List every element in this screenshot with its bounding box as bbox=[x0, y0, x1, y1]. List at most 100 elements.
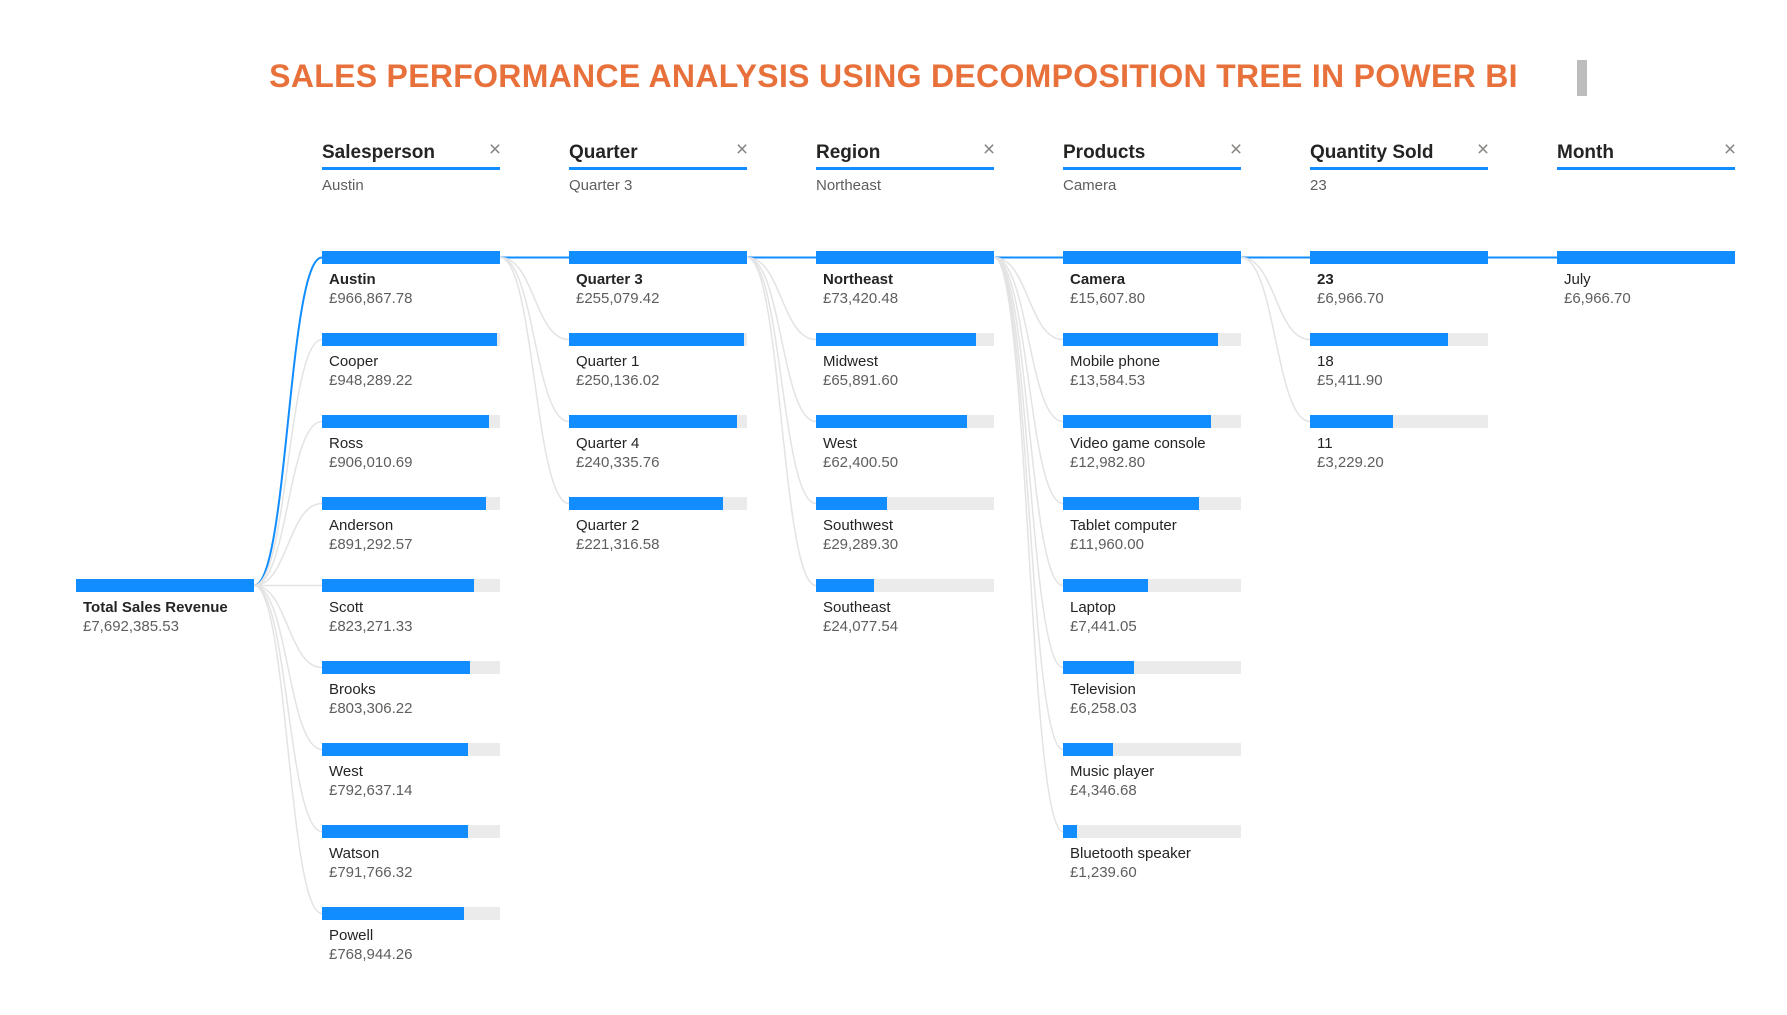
node-label: West bbox=[823, 435, 857, 452]
bar-track bbox=[1310, 251, 1488, 264]
bar-fill bbox=[322, 579, 474, 592]
node-salesperson-cooper[interactable]: Cooper £948,289.22 bbox=[322, 333, 500, 390]
node-label: West bbox=[329, 763, 363, 780]
bar-track bbox=[322, 661, 500, 674]
bar-track bbox=[76, 579, 254, 592]
bar-fill bbox=[322, 907, 464, 920]
node-products-tablet-computer[interactable]: Tablet computer £11,960.00 bbox=[1063, 497, 1241, 554]
bar-track bbox=[1557, 251, 1735, 264]
node-label: Brooks bbox=[329, 681, 376, 698]
node-salesperson-brooks[interactable]: Brooks £803,306.22 bbox=[322, 661, 500, 718]
node-label: Quarter 1 bbox=[576, 353, 640, 370]
node-region-southwest[interactable]: Southwest £29,289.30 bbox=[816, 497, 994, 554]
connector bbox=[499, 256, 570, 505]
bar-track bbox=[569, 251, 747, 264]
node-products-laptop[interactable]: Laptop £7,441.05 bbox=[1063, 579, 1241, 636]
node-value: £73,420.48 bbox=[823, 290, 899, 307]
bar-fill bbox=[569, 497, 724, 510]
bar-fill bbox=[569, 333, 744, 346]
node-label: Ross bbox=[329, 435, 364, 452]
bar-track bbox=[1310, 415, 1488, 428]
level-header-underline bbox=[816, 167, 994, 170]
level-header-title: Region bbox=[816, 142, 881, 163]
node-salesperson-west[interactable]: West £792,637.14 bbox=[322, 743, 500, 800]
node-label: Anderson bbox=[329, 517, 394, 534]
connector bbox=[746, 256, 817, 505]
connector bbox=[993, 256, 1064, 751]
node-value: £803,306.22 bbox=[329, 700, 413, 717]
node-label: Midwest bbox=[823, 353, 879, 370]
node-products-video-game-console[interactable]: Video game console £12,982.80 bbox=[1063, 415, 1241, 472]
node-quarter-quarter-3[interactable]: Quarter 3 £255,079.42 bbox=[569, 251, 747, 308]
node-region-midwest[interactable]: Midwest £65,891.60 bbox=[816, 333, 994, 390]
bar-fill bbox=[1310, 251, 1488, 264]
node-region-northeast[interactable]: Northeast £73,420.48 bbox=[816, 251, 994, 308]
close-icon[interactable]: × bbox=[1476, 138, 1490, 161]
node-products-bluetooth-speaker[interactable]: Bluetooth speaker £1,239.60 bbox=[1063, 825, 1241, 882]
bar-fill bbox=[1063, 825, 1078, 838]
node-label: Laptop bbox=[1070, 599, 1116, 616]
bar-track bbox=[816, 579, 994, 592]
bar-track bbox=[322, 497, 500, 510]
bar-track bbox=[322, 825, 500, 838]
close-icon[interactable]: × bbox=[982, 138, 996, 161]
node-salesperson-ross[interactable]: Ross £906,010.69 bbox=[322, 415, 500, 472]
node-products-mobile-phone[interactable]: Mobile phone £13,584.53 bbox=[1063, 333, 1241, 390]
level-header-underline bbox=[1557, 167, 1735, 170]
node-products-camera[interactable]: Camera £15,607.80 bbox=[1063, 251, 1241, 308]
active-connector bbox=[253, 256, 323, 587]
bar-fill bbox=[816, 497, 887, 510]
node-region-southeast[interactable]: Southeast £24,077.54 bbox=[816, 579, 994, 636]
bar-fill bbox=[1063, 497, 1200, 510]
node-value: £791,766.32 bbox=[329, 864, 413, 881]
node-salesperson-watson[interactable]: Watson £791,766.32 bbox=[322, 825, 500, 882]
bar-track bbox=[322, 579, 500, 592]
bar-track bbox=[569, 415, 747, 428]
node-value: £13,584.53 bbox=[1070, 372, 1146, 389]
level-header-title: Products bbox=[1063, 142, 1146, 163]
close-icon[interactable]: × bbox=[735, 138, 749, 161]
close-icon[interactable]: × bbox=[1723, 138, 1737, 161]
level-header-underline bbox=[569, 167, 747, 170]
level-selected-value: Camera bbox=[1063, 177, 1117, 194]
bar-fill bbox=[1063, 661, 1135, 674]
close-icon[interactable]: × bbox=[1229, 138, 1243, 161]
node-label: Mobile phone bbox=[1070, 353, 1161, 370]
node-quantity-sold-11[interactable]: 11 £3,229.20 bbox=[1310, 415, 1488, 472]
node-value: £12,982.80 bbox=[1070, 454, 1146, 471]
node-value: £221,316.58 bbox=[576, 536, 660, 553]
bar-fill bbox=[816, 251, 994, 264]
node-quantity-sold-18[interactable]: 18 £5,411.90 bbox=[1310, 333, 1488, 390]
node-value: £1,239.60 bbox=[1070, 864, 1137, 881]
node-month-july[interactable]: July £6,966.70 bbox=[1557, 251, 1735, 308]
node-label: 18 bbox=[1317, 353, 1334, 370]
node-salesperson-scott[interactable]: Scott £823,271.33 bbox=[322, 579, 500, 636]
node-label: Quarter 2 bbox=[576, 517, 640, 534]
bar-track bbox=[1063, 825, 1241, 838]
node-label: 23 bbox=[1317, 271, 1334, 288]
node-quarter-quarter-2[interactable]: Quarter 2 £221,316.58 bbox=[569, 497, 747, 554]
bar-track bbox=[816, 251, 994, 264]
node-products-music-player[interactable]: Music player £4,346.68 bbox=[1063, 743, 1241, 800]
node-region-west[interactable]: West £62,400.50 bbox=[816, 415, 994, 472]
bar-fill bbox=[322, 251, 500, 264]
node-quarter-quarter-4[interactable]: Quarter 4 £240,335.76 bbox=[569, 415, 747, 472]
node-salesperson-anderson[interactable]: Anderson £891,292.57 bbox=[322, 497, 500, 554]
node-salesperson-powell[interactable]: Powell £768,944.26 bbox=[322, 907, 500, 964]
node-quantity-sold-23[interactable]: 23 £6,966.70 bbox=[1310, 251, 1488, 308]
level-header-region: Region × Northeast bbox=[816, 139, 995, 197]
connector bbox=[253, 338, 323, 587]
node-products-television[interactable]: Television £6,258.03 bbox=[1063, 661, 1241, 718]
close-icon[interactable]: × bbox=[488, 138, 502, 161]
node-value: £240,335.76 bbox=[576, 454, 660, 471]
connector bbox=[993, 256, 1064, 505]
root-node-total-sales-revenue[interactable]: Total Sales Revenue £7,692,385.53 bbox=[76, 579, 254, 636]
connector bbox=[253, 502, 323, 587]
node-label: Total Sales Revenue bbox=[83, 599, 228, 616]
node-salesperson-austin[interactable]: Austin £966,867.78 bbox=[322, 251, 500, 308]
bar-track bbox=[816, 497, 994, 510]
bar-fill bbox=[816, 415, 968, 428]
node-quarter-quarter-1[interactable]: Quarter 1 £250,136.02 bbox=[569, 333, 747, 390]
bar-track bbox=[1063, 497, 1241, 510]
level-selected-value: 23 bbox=[1310, 177, 1327, 194]
